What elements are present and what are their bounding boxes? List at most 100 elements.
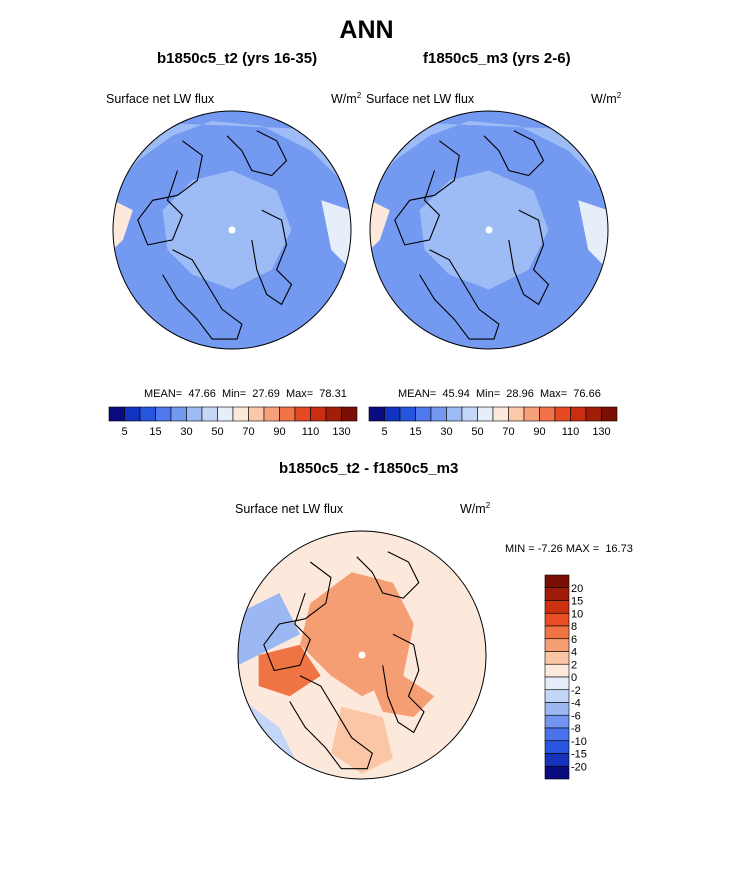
panel1-central-arctic-field (162, 170, 292, 290)
panel2-central-arctic-field (419, 170, 549, 290)
panel2-colorbar-box-6 (461, 406, 478, 422)
panel1-pole-marker (228, 226, 236, 234)
panel3-units: W/m2 (460, 500, 491, 516)
panel3-colorbar-tick-label: -4 (571, 698, 581, 710)
panel2-coastline-1 (419, 249, 500, 340)
panel2-pole-marker (485, 226, 493, 234)
panel2-colorbar-box-7 (477, 406, 494, 422)
panel1-colorbar-box-4 (170, 406, 187, 422)
panel3-colorbar-box-7 (544, 663, 570, 678)
panel2-colorbar-box-9 (508, 406, 525, 422)
panel1-colorbar-box-7 (217, 406, 234, 422)
panel3-colorbar-tick-label: 20 (571, 583, 583, 595)
panel1-map-border (112, 110, 352, 350)
panel3-colorbar-box-2 (544, 600, 570, 614)
panel1-colorbar-tick-label: 5 (121, 426, 127, 438)
panel3-colorbar-box-8 (544, 676, 570, 691)
panel2-variable-label: Surface net LW flux (366, 92, 475, 106)
panel1-colorbar-box-2 (139, 406, 156, 422)
panel2-coastline-2 (508, 209, 550, 306)
panel3-colorbar-tick-label: -15 (571, 749, 587, 761)
panel3-colorbar-box-5 (544, 638, 570, 652)
panel3-variable-label: Surface net LW flux (235, 502, 344, 516)
panel3-colorbar-tick-label: 10 (571, 608, 583, 620)
panel1-pacific-light-field (321, 200, 351, 270)
panel2-colorbar-tick-label: 110 (562, 426, 580, 438)
panel3-colorbar-box-0 (544, 574, 570, 589)
panel1-colorbar-tick-label: 130 (332, 426, 350, 438)
panel2-pacific-light-field (578, 200, 608, 270)
panel2-polar-map (369, 110, 609, 350)
panel3-title: b1850c5_t2 - f1850c5_m3 (279, 460, 459, 477)
panel1-coastline-2 (251, 209, 293, 306)
panel2-colorbar-tick-label: 15 (409, 426, 421, 438)
main-title: ANN (339, 16, 394, 44)
panel1-colorbar-tick-label: 50 (211, 426, 223, 438)
panel2-colorbar-box-0 (368, 406, 385, 422)
panel3-colorbar-tick-label: -20 (571, 761, 587, 773)
panel2-colorbar-box-11 (539, 406, 556, 422)
panel3-colorbar-box-3 (544, 612, 570, 627)
panel1-variable-label: Surface net LW flux (106, 92, 215, 106)
panel1-colorbar-box-9 (248, 406, 265, 422)
panel3-colorbar-box-9 (544, 689, 570, 703)
panel2-colorbar-tick-label: 50 (471, 426, 483, 438)
panel2-colorbar-box-14 (585, 406, 602, 422)
panel3-colorbar-tick-label: 15 (571, 596, 583, 608)
panel3-colorbar-box-14 (544, 753, 570, 767)
panel2-colorbar-tick-label: 70 (502, 426, 514, 438)
panel1-colorbar-box-11 (279, 406, 296, 422)
panel3-atlantic-negative-field (238, 593, 300, 666)
panel3-colorbar-tick-label: 6 (571, 634, 577, 646)
panel3-colorbar-box-13 (544, 740, 570, 754)
panel2-coastline-0 (394, 140, 460, 246)
panel3-pole-marker (358, 651, 366, 659)
panel2-northern-rim-field (370, 120, 608, 191)
panel3-coastline-1 (289, 675, 373, 770)
panel1-colorbar-tick-label: 110 (302, 426, 320, 438)
panel3-colorbar-tick-label: -2 (571, 685, 581, 697)
panel1-polar-map (112, 110, 352, 350)
panel3-map-border (237, 530, 487, 780)
panel1-coastline-3 (226, 130, 288, 177)
panel3-colorbar-tick-label: -10 (571, 736, 587, 748)
panel1-northern-rim-field (113, 120, 351, 191)
panel3-colorbar-box-15 (544, 765, 570, 780)
panel2-colorbar-box-13 (570, 406, 587, 422)
panel3-colorbar-box-11 (544, 714, 570, 729)
panel1-colorbar-tick-label: 30 (180, 426, 192, 438)
panel1-colorbar-box-15 (341, 406, 358, 422)
panel3-stats: MIN = -7.26 MAX = 16.73 (505, 543, 633, 555)
panel2-colorbar-tick-label: 30 (440, 426, 452, 438)
panel1-colorbar-box-5 (186, 406, 203, 422)
panel1-colorbar-tick-label: 90 (273, 426, 285, 438)
panel2-colorbar-box-12 (554, 406, 571, 422)
panel3-colorbar-box-6 (544, 651, 570, 665)
panel1-colorbar-box-12 (294, 406, 311, 422)
panel2-map-border (369, 110, 609, 350)
panel1-colorbar: 5 15 30 50 70 90 110 130 (108, 406, 358, 438)
panel1-colorbar-box-14 (325, 406, 342, 422)
panel1-colorbar-box-0 (108, 406, 125, 422)
panel1-stats: MEAN= 47.66 Min= 27.69 Max= 78.31 (144, 388, 347, 400)
panel2-colorbar-box-3 (415, 406, 432, 422)
panel1-colorbar-box-6 (201, 406, 218, 422)
panel1-coastline-0 (137, 140, 203, 246)
panel3-coastline-3 (356, 551, 420, 599)
panel2-colorbar: 5 15 30 50 70 90 110 130 (368, 406, 618, 438)
panel2-units: W/m2 (591, 90, 622, 106)
panel3-colorbar-box-12 (544, 727, 570, 742)
panel1-colorbar-tick-label: 15 (149, 426, 161, 438)
panel1-units: W/m2 (331, 90, 362, 106)
panel2-title: f1850c5_m3 (yrs 2-6) (423, 50, 571, 67)
panel2-colorbar-tick-label: 5 (381, 426, 387, 438)
panel3-colorbar-box-1 (544, 587, 570, 601)
panel2-coastline-3 (483, 130, 545, 177)
panel1-title: b1850c5_t2 (yrs 16-35) (157, 50, 318, 67)
panel3-colorbar-tick-label: 4 (571, 647, 577, 659)
panel2-stats: MEAN= 45.94 Min= 28.96 Max= 76.66 (398, 388, 601, 400)
panel3-colorbar-tick-label: 0 (571, 672, 577, 684)
panel1-colorbar-box-1 (124, 406, 141, 422)
panel3-colorbar-tick-label: -6 (571, 710, 581, 722)
